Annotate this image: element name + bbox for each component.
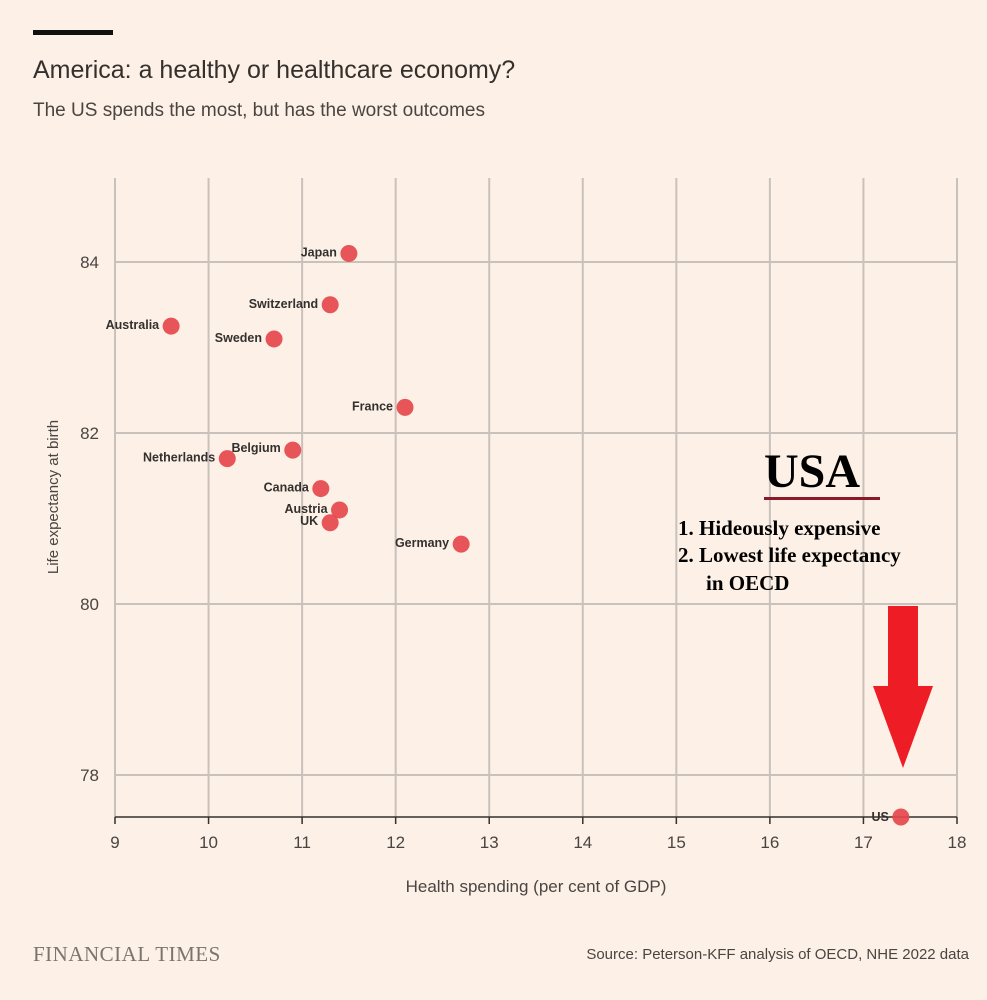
point-australia xyxy=(162,317,180,335)
x-tick-label: 16 xyxy=(760,833,779,852)
y-tick-label: 80 xyxy=(80,595,99,614)
x-tick-label: 17 xyxy=(854,833,873,852)
x-tick-label: 14 xyxy=(573,833,592,852)
point-france xyxy=(396,398,414,416)
point-label-netherlands: Netherlands xyxy=(143,451,215,465)
x-axis-title: Health spending (per cent of GDP) xyxy=(406,877,667,896)
x-tick-label: 11 xyxy=(293,833,311,852)
point-belgium xyxy=(284,441,302,459)
y-tick-label: 84 xyxy=(80,253,99,272)
x-tick-label: 10 xyxy=(199,833,218,852)
point-netherlands xyxy=(218,450,236,468)
point-japan xyxy=(340,244,358,262)
point-sweden xyxy=(265,330,283,348)
y-tick-label: 78 xyxy=(80,766,99,785)
point-label-us: US xyxy=(871,810,888,824)
annotation-line-1: 1. Hideously expensive xyxy=(678,516,881,540)
point-label-belgium: Belgium xyxy=(231,441,280,455)
annotation-underline xyxy=(764,497,880,500)
point-label-france: France xyxy=(352,399,393,413)
point-us xyxy=(892,808,910,826)
brand-logo-text: FINANCIAL TIMES xyxy=(33,942,221,966)
chart-title: America: a healthy or healthcare economy… xyxy=(33,56,516,84)
point-label-sweden: Sweden xyxy=(215,331,262,345)
point-uk xyxy=(321,514,339,532)
source-note: Source: Peterson-KFF analysis of OECD, N… xyxy=(586,946,969,963)
annotation-line-2: 2. Lowest life expectancy xyxy=(678,543,901,567)
x-tick-label: 15 xyxy=(667,833,686,852)
point-austria xyxy=(331,501,349,519)
y-tick-label: 82 xyxy=(80,424,99,443)
chart-subtitle: The US spends the most, but has the wors… xyxy=(33,100,486,121)
x-tick-label: 9 xyxy=(110,833,119,852)
point-label-australia: Australia xyxy=(106,318,161,332)
point-label-germany: Germany xyxy=(395,536,449,550)
point-germany xyxy=(452,535,470,553)
annotation-heading: USA xyxy=(764,445,861,498)
x-tick-label: 12 xyxy=(386,833,405,852)
x-tick-label: 13 xyxy=(480,833,499,852)
header-accent-bar xyxy=(33,30,113,35)
x-tick-label: 18 xyxy=(948,833,967,852)
red-down-arrow xyxy=(873,606,933,768)
point-label-canada: Canada xyxy=(264,481,310,495)
y-axis-title: Life expectancy at birth xyxy=(45,420,62,574)
annotation-line-3: in OECD xyxy=(706,571,790,595)
point-label-uk: UK xyxy=(300,514,318,528)
point-canada xyxy=(312,480,330,498)
point-label-japan: Japan xyxy=(301,245,337,259)
point-label-switzerland: Switzerland xyxy=(249,297,318,311)
point-switzerland xyxy=(321,296,339,314)
point-label-austria: Austria xyxy=(284,502,328,516)
